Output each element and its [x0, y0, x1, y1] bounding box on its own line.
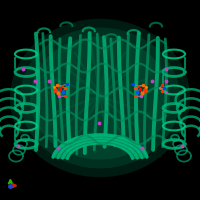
- Ellipse shape: [20, 28, 180, 168]
- Ellipse shape: [30, 36, 170, 160]
- Ellipse shape: [10, 19, 190, 177]
